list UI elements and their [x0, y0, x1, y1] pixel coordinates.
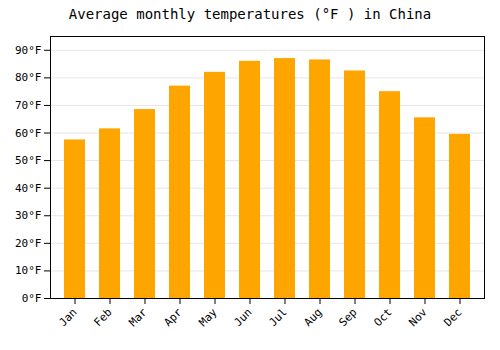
svg-text:Jan: Jan: [56, 306, 79, 329]
svg-text:60°F: 60°F: [15, 127, 42, 140]
svg-text:20°F: 20°F: [15, 237, 42, 250]
svg-text:Feb: Feb: [91, 306, 114, 329]
svg-text:Sep: Sep: [336, 306, 359, 329]
svg-text:Jun: Jun: [231, 306, 254, 329]
svg-text:Aug: Aug: [301, 306, 324, 329]
svg-text:50°F: 50°F: [15, 154, 42, 167]
svg-text:30°F: 30°F: [15, 209, 42, 222]
svg-text:Nov: Nov: [406, 305, 430, 329]
svg-text:10°F: 10°F: [15, 264, 42, 277]
svg-text:0°F: 0°F: [22, 292, 42, 305]
svg-text:Oct: Oct: [371, 306, 394, 329]
svg-text:Mar: Mar: [126, 305, 150, 329]
svg-text:90°F: 90°F: [15, 44, 42, 57]
svg-text:40°F: 40°F: [15, 182, 42, 195]
svg-text:70°F: 70°F: [15, 99, 42, 112]
svg-text:May: May: [196, 305, 220, 329]
svg-text:80°F: 80°F: [15, 71, 42, 84]
svg-text:Apr: Apr: [161, 305, 185, 329]
html-text:Average monthly temperatures (: Average monthly temperatures (°F ) in Ch…: [68, 6, 432, 22]
svg-text:Jul: Jul: [266, 306, 289, 329]
svg-text:Dec: Dec: [441, 306, 464, 329]
